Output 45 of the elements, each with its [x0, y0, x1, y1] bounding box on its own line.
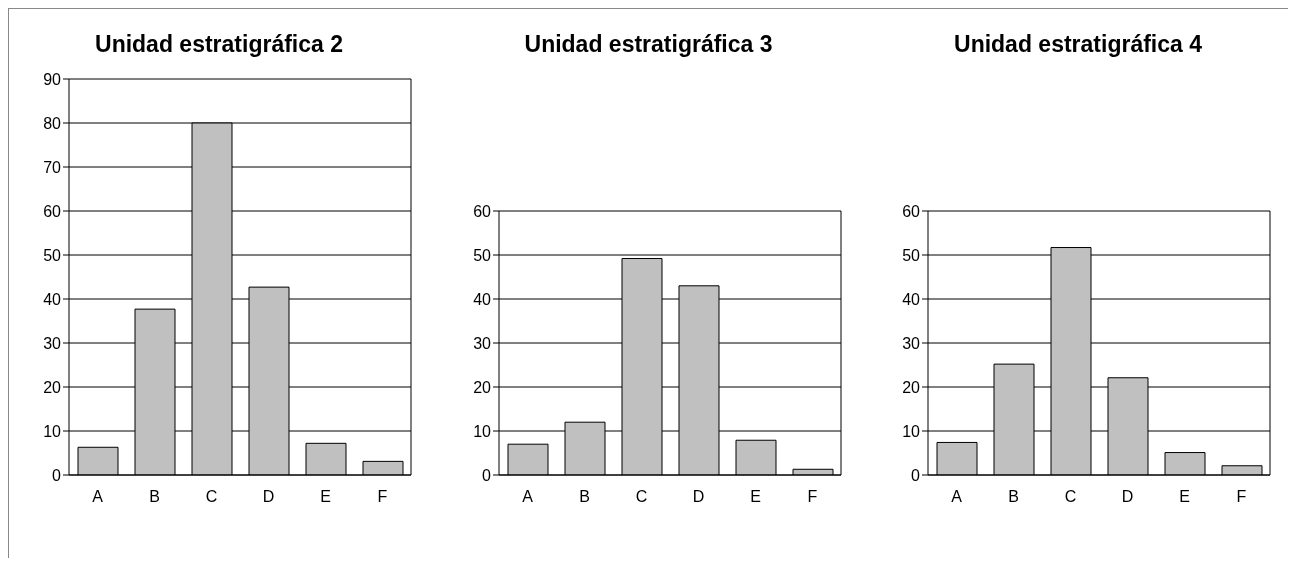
y-tick-label: 60 [472, 202, 491, 220]
x-tick-label: B [149, 488, 160, 506]
x-tick-label: E [320, 488, 331, 506]
x-tick-label: C [205, 488, 218, 506]
y-tick-label: 30 [43, 334, 62, 352]
y-tick-label: 50 [472, 246, 491, 264]
y-tick-label: 40 [43, 290, 62, 308]
y-tick-label: 20 [902, 378, 921, 396]
y-tick-label: 70 [43, 158, 62, 176]
y-tick-label: 0 [481, 466, 491, 484]
y-tick-label: 40 [472, 290, 491, 308]
x-tick-label: F [1236, 488, 1247, 506]
y-tick-label: 40 [902, 290, 921, 308]
x-tick-label: C [635, 488, 647, 506]
y-tick-label: 90 [43, 70, 62, 88]
x-tick-label: D [692, 488, 704, 506]
y-tick-label: 10 [902, 422, 921, 440]
x-tick-label: E [1179, 488, 1190, 506]
x-tick-label: B [1008, 488, 1019, 506]
x-tick-label: F [377, 488, 388, 506]
y-tick-label: 10 [472, 422, 491, 440]
y-tick-label: 0 [911, 466, 921, 484]
x-tick-label: D [1121, 488, 1134, 506]
y-tick-label: 0 [52, 466, 62, 484]
x-tick-label: D [262, 488, 275, 506]
x-tick-label: A [521, 488, 533, 506]
y-tick-label: 60 [902, 202, 921, 220]
y-tick-label: 10 [43, 422, 62, 440]
x-tick-label: A [92, 488, 104, 506]
chart-title: Unidad estratigráfica 4 [954, 31, 1202, 59]
y-tick-label: 50 [43, 246, 62, 264]
x-tick-label: F [807, 488, 818, 506]
y-tick-label: 20 [472, 378, 491, 396]
y-tick-label: 50 [902, 246, 921, 264]
y-tick-label: 30 [902, 334, 921, 352]
y-tick-label: 30 [472, 334, 491, 352]
chart-title: Unidad estratigráfica 2 [95, 31, 343, 59]
x-tick-label: A [951, 488, 963, 506]
y-tick-label: 60 [43, 202, 62, 220]
y-tick-label: 20 [43, 378, 62, 396]
x-tick-label: B [578, 488, 590, 506]
x-tick-label: C [1064, 488, 1077, 506]
x-tick-label: E [749, 488, 761, 506]
y-tick-label: 80 [43, 114, 62, 132]
chart-title: Unidad estratigráfica 3 [524, 31, 773, 59]
